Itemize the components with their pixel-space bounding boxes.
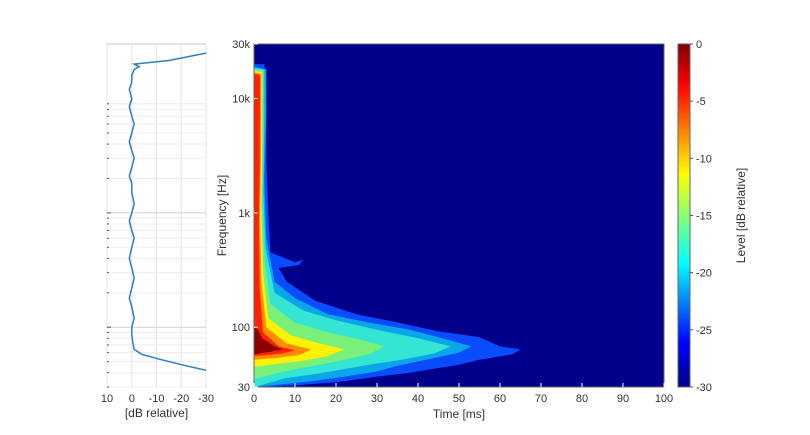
heat-x-tick-label: 70 — [535, 393, 547, 405]
heat-y-tick-label: 30 — [238, 382, 250, 394]
contour-level-26 — [254, 66, 472, 387]
line-x-tick-label: 10 — [101, 393, 113, 405]
heat-x-tick-label: 0 — [251, 393, 257, 405]
line-x-axis-label: [dB relative] — [125, 406, 188, 420]
heat-y-tick-label: 1k — [238, 208, 250, 220]
colorbar-gradient — [677, 43, 691, 388]
contour-level-2 — [254, 327, 283, 355]
colorbar-tick-label: -15 — [696, 211, 712, 223]
heat-y-tick-label: 10k — [232, 94, 250, 106]
line-x-tick-label: -10 — [149, 393, 165, 405]
heat-x-tick-label: 50 — [453, 393, 465, 405]
heat-x-tick-label: 90 — [617, 393, 629, 405]
colorbar-tick-label: -30 — [696, 382, 712, 394]
heatmap-contours — [254, 64, 521, 387]
contour-level-30 — [254, 64, 521, 387]
colorbar-tick-label: 0 — [696, 39, 702, 51]
line-x-tick-label: -30 — [198, 393, 214, 405]
line-x-tick-label: 0 — [129, 393, 135, 405]
heat-x-tick-label: 30 — [371, 393, 383, 405]
heat-x-axis-label: Time [ms] — [433, 407, 485, 421]
decay-heatmap-panel: 0 10 20 30 40 50 60 70 80 90 100 30 100 1k 10k 30k Time … — [215, 39, 673, 421]
colorbar-tick-label: -5 — [696, 96, 706, 108]
heat-x-tick-label: 40 — [412, 393, 424, 405]
heat-x-tick-label: 10 — [289, 393, 301, 405]
colorbar-tick-label: -20 — [696, 268, 712, 280]
colorbar-tick-label: -10 — [696, 153, 712, 165]
heat-y-tick-label: 100 — [232, 322, 250, 334]
heat-y-axis-label: Frequency [Hz] — [215, 175, 229, 256]
line-x-tick-label: -20 — [173, 393, 189, 405]
heat-x-tick-label: 60 — [494, 393, 506, 405]
heat-y-tick-label: 30k — [232, 39, 250, 51]
frequency-response-line — [128, 52, 206, 372]
colorbar-tick-label: -25 — [696, 325, 712, 337]
colorbar: 0 -5 -10 -15 -20 -25 -30 Level [dB relative] — [677, 39, 748, 394]
frequency-response-panel: 10 0 -10 -20 -30 [dB relative] — [101, 43, 214, 420]
heat-x-tick-label: 80 — [576, 393, 588, 405]
heat-x-tick-label: 20 — [330, 393, 342, 405]
colorbar-label: Level [dB relative] — [734, 168, 748, 263]
heat-x-tick-label: 100 — [655, 393, 673, 405]
